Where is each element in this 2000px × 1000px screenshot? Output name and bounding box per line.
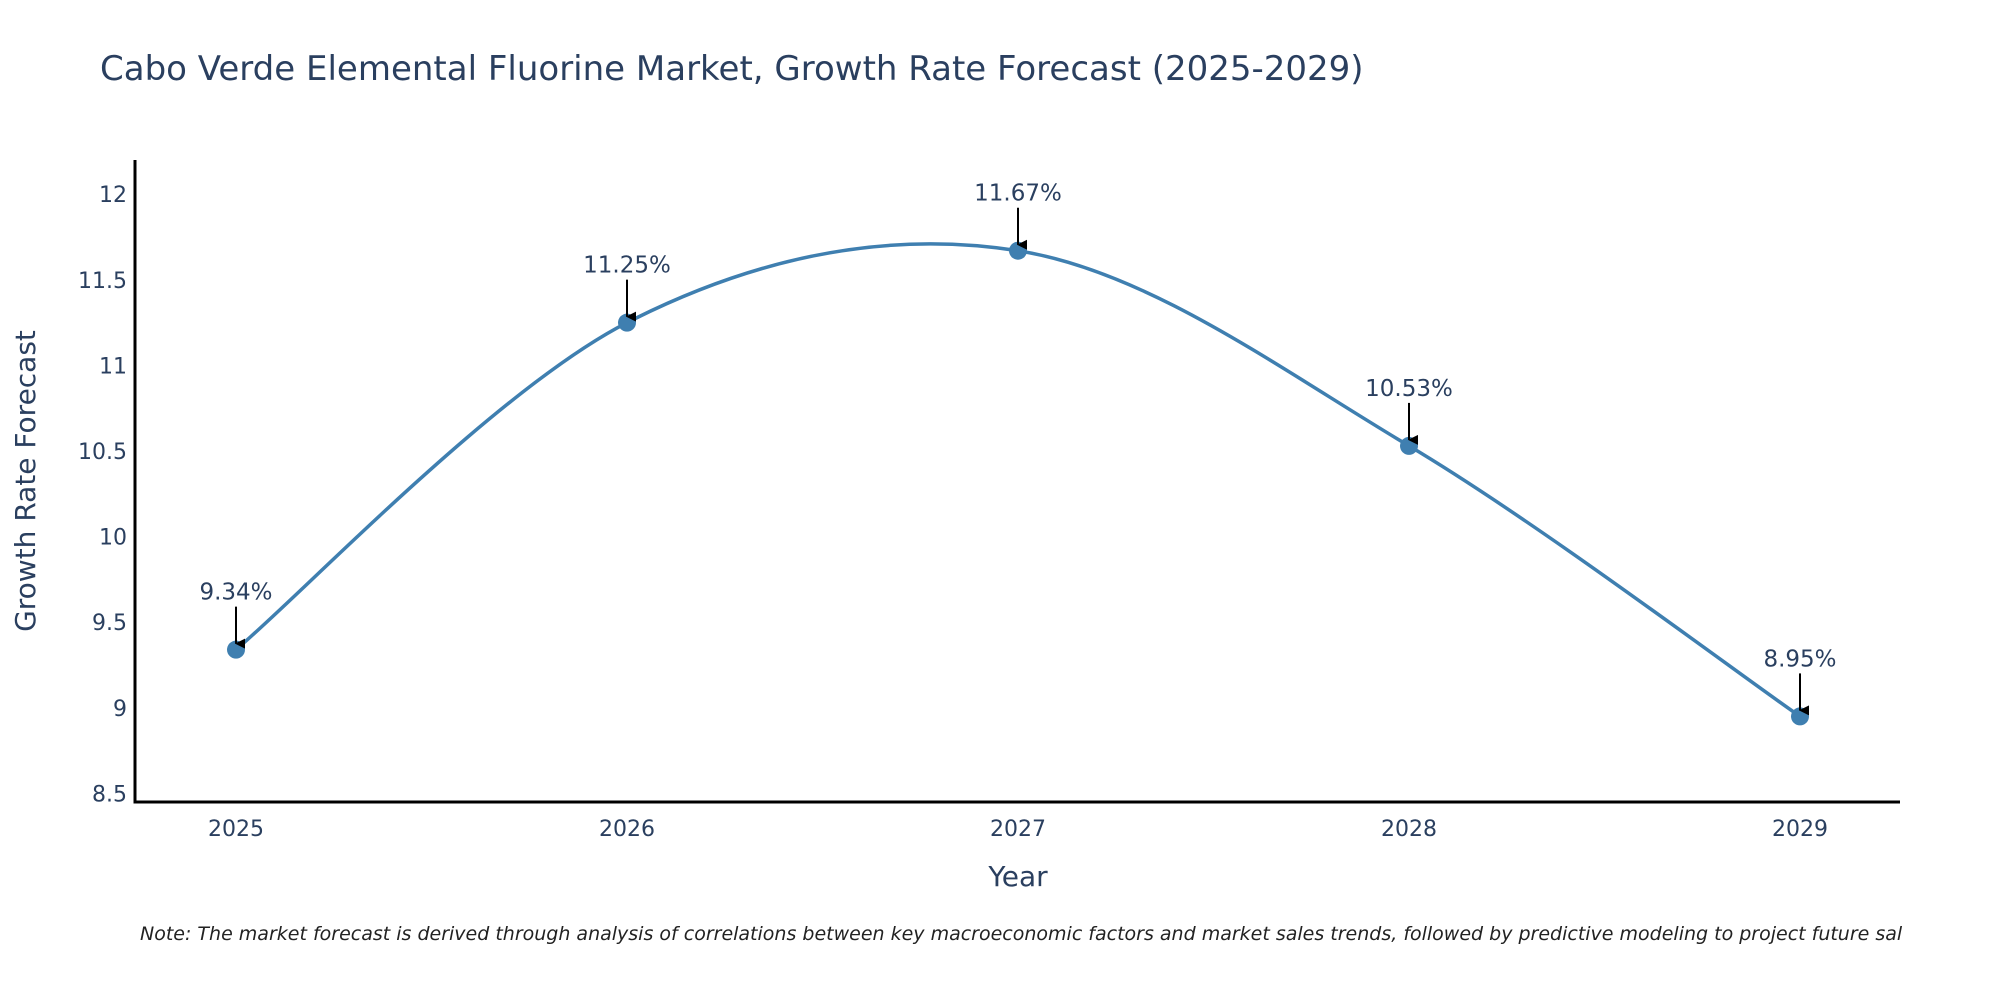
y-tick-label: 11	[99, 354, 127, 379]
y-tick-label: 11.5	[78, 269, 127, 294]
chart-title: Cabo Verde Elemental Fluorine Market, Gr…	[100, 49, 1364, 89]
y-tick-label: 10.5	[78, 440, 127, 465]
data-label: 9.34%	[199, 580, 272, 606]
data-label: 8.95%	[1763, 646, 1836, 672]
footnote: Note: The market forecast is derived thr…	[140, 923, 1903, 945]
y-axis-ticks: 8.5 9 9.5 10 10.5 11 11.5 12	[78, 183, 127, 807]
x-tick-label: 2027	[990, 817, 1046, 842]
x-tick-label: 2029	[1772, 817, 1828, 842]
data-markers	[227, 241, 1809, 726]
x-tick-label: 2026	[599, 817, 655, 842]
data-annotations: 9.34% 11.25% 11.67% 10.53% 8.95%	[199, 181, 1837, 716]
x-tick-label: 2028	[1381, 817, 1437, 842]
y-tick-label: 9.5	[92, 611, 127, 636]
y-tick-label: 10	[99, 526, 127, 551]
data-label: 11.25%	[583, 253, 671, 279]
y-tick-label: 8.5	[92, 782, 127, 807]
x-axis-ticks: 2025 2026 2027 2028 2029	[208, 817, 1828, 842]
y-tick-label: 12	[99, 183, 127, 208]
y-tick-label: 9	[113, 697, 127, 722]
y-axis-title: Growth Rate Forecast	[9, 330, 42, 632]
data-label: 10.53%	[1365, 376, 1453, 402]
data-label: 11.67%	[974, 181, 1062, 207]
x-tick-label: 2025	[208, 817, 264, 842]
series-line	[234, 242, 1801, 718]
x-axis-title: Year	[987, 860, 1048, 893]
